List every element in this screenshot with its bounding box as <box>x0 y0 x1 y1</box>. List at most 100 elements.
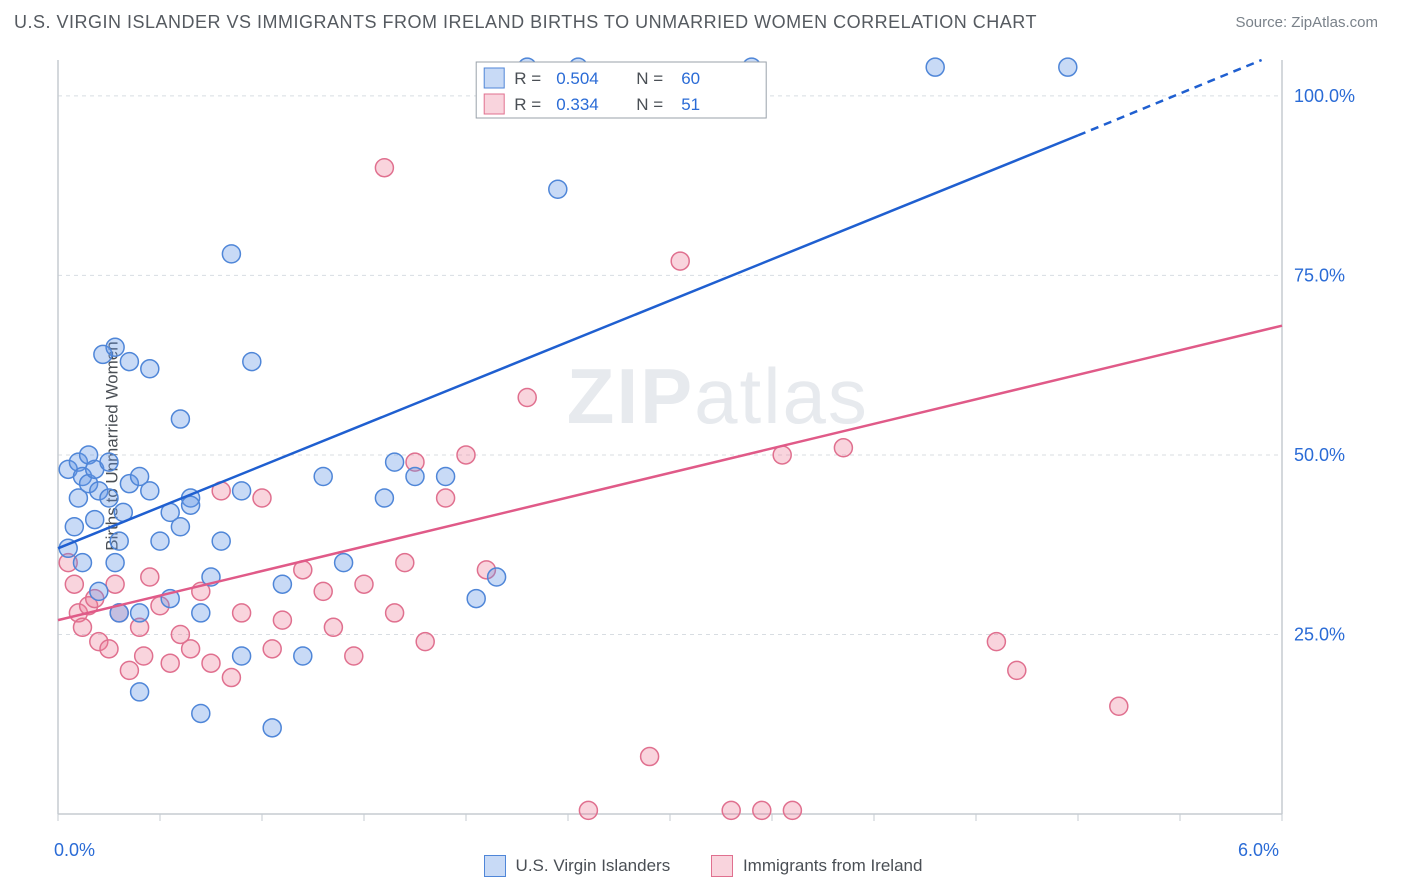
data-point <box>141 482 159 500</box>
x-axis-max-label: 6.0% <box>1238 840 1279 861</box>
legend-swatch-ireland <box>711 855 733 877</box>
y-tick-label: 25.0% <box>1294 624 1345 644</box>
data-point <box>233 647 251 665</box>
data-point <box>171 410 189 428</box>
legend-label-usvi: U.S. Virgin Islanders <box>516 856 671 876</box>
data-point <box>987 633 1005 651</box>
data-point <box>345 647 363 665</box>
data-point <box>375 489 393 507</box>
data-point <box>110 532 128 550</box>
legend-label-ireland: Immigrants from Ireland <box>743 856 923 876</box>
data-point <box>273 611 291 629</box>
data-point <box>73 618 91 636</box>
data-point <box>406 467 424 485</box>
data-point <box>437 489 455 507</box>
data-point <box>182 496 200 514</box>
chart-svg: 25.0%50.0%75.0%100.0%R =0.504N =60R =0.3… <box>52 56 1372 832</box>
data-point <box>141 360 159 378</box>
legend-stat: 0.334 <box>556 95 599 114</box>
data-point <box>416 633 434 651</box>
data-point <box>753 801 771 819</box>
legend-swatch <box>484 94 504 114</box>
data-point <box>65 518 83 536</box>
data-point <box>641 748 659 766</box>
series-usvi <box>59 58 1077 737</box>
data-point <box>182 640 200 658</box>
data-point <box>120 353 138 371</box>
data-point <box>324 618 342 636</box>
data-point <box>233 604 251 622</box>
data-point <box>192 604 210 622</box>
data-point <box>151 532 169 550</box>
data-point <box>73 554 91 572</box>
data-point <box>1110 697 1128 715</box>
data-point <box>579 801 597 819</box>
data-point <box>375 159 393 177</box>
data-point <box>131 604 149 622</box>
data-point <box>386 604 404 622</box>
bottom-legend: U.S. Virgin Islanders Immigrants from Ir… <box>0 855 1406 882</box>
data-point <box>263 719 281 737</box>
data-point <box>202 654 220 672</box>
data-point <box>253 489 271 507</box>
data-point <box>100 640 118 658</box>
legend-stat: 60 <box>681 69 700 88</box>
data-point <box>106 554 124 572</box>
data-point <box>161 654 179 672</box>
legend-stat: R = <box>514 95 541 114</box>
data-point <box>106 575 124 593</box>
data-point <box>386 453 404 471</box>
data-point <box>314 582 332 600</box>
data-point <box>86 511 104 529</box>
legend-stat: 0.504 <box>556 69 599 88</box>
chart-source: Source: ZipAtlas.com <box>1235 14 1378 31</box>
data-point <box>783 801 801 819</box>
data-point <box>192 704 210 722</box>
data-point <box>488 568 506 586</box>
stats-legend-box: R = 0.504 N = 60 R = 0.334 N = 51 <box>476 62 766 118</box>
data-point <box>467 590 485 608</box>
legend-stat: N = <box>636 69 663 88</box>
data-point <box>314 467 332 485</box>
data-point <box>437 467 455 485</box>
data-point <box>100 489 118 507</box>
data-point <box>131 683 149 701</box>
data-point <box>457 446 475 464</box>
data-point <box>1008 661 1026 679</box>
data-point <box>273 575 291 593</box>
y-tick-label: 75.0% <box>1294 265 1345 285</box>
data-point <box>294 647 312 665</box>
data-point <box>65 575 83 593</box>
legend-swatch <box>484 68 504 88</box>
data-point <box>396 554 414 572</box>
series-ireland <box>59 159 1128 820</box>
chart-header: U.S. VIRGIN ISLANDER VS IMMIGRANTS FROM … <box>0 0 1406 50</box>
legend-item-usvi: U.S. Virgin Islanders <box>484 855 671 877</box>
data-point <box>233 482 251 500</box>
trend-line-dash-usvi <box>1078 60 1262 135</box>
legend-stat: N = <box>636 95 663 114</box>
data-point <box>222 669 240 687</box>
legend-stat: R = <box>514 69 541 88</box>
trend-line-usvi <box>58 135 1078 548</box>
data-point <box>106 338 124 356</box>
chart-title: U.S. VIRGIN ISLANDER VS IMMIGRANTS FROM … <box>14 12 1037 32</box>
legend-stat: 51 <box>681 95 700 114</box>
data-point <box>926 58 944 76</box>
data-point <box>100 453 118 471</box>
legend-item-ireland: Immigrants from Ireland <box>711 855 923 877</box>
y-tick-label: 50.0% <box>1294 445 1345 465</box>
data-point <box>834 439 852 457</box>
data-point <box>135 647 153 665</box>
data-point <box>263 640 281 658</box>
x-axis-min-label: 0.0% <box>54 840 95 861</box>
chart-plot-area: 25.0%50.0%75.0%100.0%R =0.504N =60R =0.3… <box>52 56 1372 832</box>
legend-swatch-usvi <box>484 855 506 877</box>
data-point <box>171 518 189 536</box>
data-point <box>549 180 567 198</box>
data-point <box>518 389 536 407</box>
data-point <box>120 661 138 679</box>
data-point <box>212 532 230 550</box>
data-point <box>243 353 261 371</box>
data-point <box>722 801 740 819</box>
